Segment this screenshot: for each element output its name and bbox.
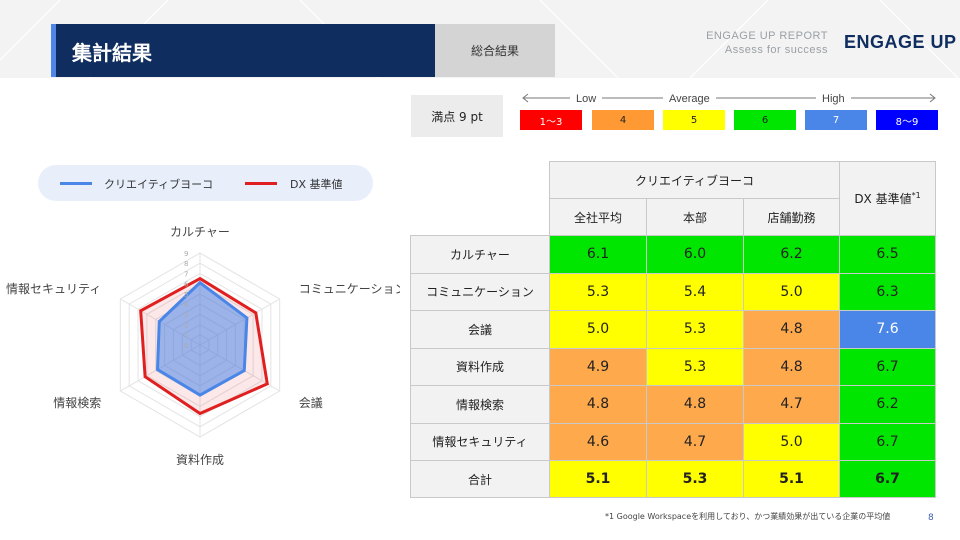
- radar-tick-label: 6: [184, 281, 189, 289]
- benchmark-cell: 6.7: [839, 422, 936, 461]
- benchmark-cell: 6.5: [839, 235, 936, 274]
- radar-tick-label: 3: [184, 311, 188, 319]
- radar-tick-label: 2: [184, 322, 188, 330]
- score-table: クリエイティブヨーコ DX 基準値*1 全社平均 本部 店舗勤務 カルチャー 6.…: [410, 161, 936, 498]
- scale-bin: 6: [734, 110, 796, 130]
- benchmark-cell: 6.2: [839, 385, 936, 424]
- chart-legend: クリエイティブヨーコ DX 基準値: [38, 165, 373, 201]
- radar-tick-label: 7: [184, 270, 188, 278]
- radar-tick-label: 8: [184, 260, 188, 268]
- score-cell: 5.1: [743, 460, 840, 498]
- score-cell: 4.8: [646, 385, 744, 424]
- legend-company-line: [60, 182, 92, 185]
- subtitle-tab: 総合結果: [435, 24, 555, 77]
- benchmark-header: DX 基準値*1: [839, 161, 936, 236]
- scale-average-label: Average: [663, 93, 716, 105]
- radar-axis-label: 資料作成: [176, 453, 224, 465]
- radar-tick-label: 9: [184, 250, 188, 258]
- benchmark-header-label: DX 基準値: [854, 192, 912, 206]
- max-score-box: 満点 9 pt: [411, 95, 503, 137]
- radar-series-company: [155, 280, 249, 397]
- radar-axis-label: 会議: [299, 396, 323, 410]
- scale-low-label: Low: [570, 93, 603, 105]
- legend-company-label: クリエイティブヨーコ: [104, 178, 214, 191]
- benchmark-cell: 7.6: [839, 310, 936, 349]
- row-label: 合計: [410, 460, 550, 498]
- score-cell: 4.9: [549, 347, 647, 386]
- table-row: カルチャー 6.1 6.0 6.2 6.5: [410, 235, 936, 274]
- benchmark-note: *1: [911, 191, 921, 200]
- score-cell: 6.1: [549, 235, 647, 274]
- scale-bin: 4: [592, 110, 654, 130]
- table-row: 会議 5.0 5.3 4.8 7.6: [410, 310, 936, 349]
- scale-bin: 5: [663, 110, 725, 130]
- legend-benchmark-line: [245, 182, 277, 185]
- radar-tick-label: 1: [184, 332, 188, 340]
- report-caption: ENGAGE UP REPORT Assess for success: [706, 29, 828, 57]
- scale-bin: 8〜9: [876, 110, 938, 130]
- radar-axis-label: 情報セキュリティ: [6, 282, 101, 296]
- score-cell: 4.7: [646, 422, 744, 461]
- score-cell: 5.0: [743, 422, 840, 461]
- score-cell: 5.4: [646, 272, 744, 311]
- table-body: カルチャー 6.1 6.0 6.2 6.5 コミュニケーション 5.3 5.4 5.0 6.3 会議…: [410, 235, 936, 498]
- footnote: *1 Google Workspaceを利用しており、かつ業績効果が出ている企業…: [605, 512, 891, 521]
- score-cell: 4.7: [743, 385, 840, 424]
- row-label: 会議: [410, 310, 550, 349]
- score-cell: 5.3: [549, 272, 647, 311]
- radar-tick-label: 0: [184, 342, 188, 350]
- radar-tick-label: 4: [184, 301, 189, 309]
- score-cell: 5.1: [549, 460, 647, 498]
- scale-bin: 1〜3: [520, 110, 582, 130]
- row-label: 情報セキュリティ: [410, 422, 550, 461]
- benchmark-cell: 6.7: [839, 347, 936, 386]
- legend-benchmark-label: DX 基準値: [290, 178, 343, 191]
- score-cell: 4.8: [549, 385, 647, 424]
- score-cell: 5.0: [743, 272, 840, 311]
- table-row: 情報検索 4.8 4.8 4.7 6.2: [410, 385, 936, 424]
- column-header: 店舗勤務: [743, 198, 840, 236]
- benchmark-cell: 6.3: [839, 272, 936, 311]
- score-cell: 6.2: [743, 235, 840, 274]
- row-label: 資料作成: [410, 347, 550, 386]
- score-cell: 4.8: [743, 310, 840, 349]
- score-cell: 4.8: [743, 347, 840, 386]
- score-cell: 5.3: [646, 460, 744, 498]
- radar-axis-label: カルチャー: [170, 225, 230, 239]
- table-total-row: 合計 5.1 5.3 5.1 6.7: [410, 460, 936, 498]
- score-cell: 4.6: [549, 422, 647, 461]
- report-tagline: Assess for success: [724, 44, 828, 56]
- score-cell: 6.0: [646, 235, 744, 274]
- group-header: クリエイティブヨーコ: [549, 161, 840, 199]
- radar-axis-label: コミュニケーション: [299, 282, 400, 296]
- title-bar: 集計結果: [51, 24, 435, 77]
- page-number: 8: [928, 513, 934, 523]
- radar-tick-label: 5: [184, 291, 188, 299]
- score-cell: 5.3: [646, 310, 744, 349]
- benchmark-cell: 6.7: [839, 460, 936, 498]
- row-label: コミュニケーション: [410, 272, 550, 311]
- report-title: ENGAGE UP REPORT: [706, 30, 828, 42]
- table-row: 情報セキュリティ 4.6 4.7 5.0 6.7: [410, 422, 936, 461]
- brand-logo: ENGAGE UP: [844, 32, 957, 52]
- column-header: 全社平均: [549, 198, 647, 236]
- score-cell: 5.0: [549, 310, 647, 349]
- row-label: カルチャー: [410, 235, 550, 274]
- scale-bin: 7: [805, 110, 867, 130]
- scale-high-label: High: [816, 93, 851, 105]
- score-cell: 5.3: [646, 347, 744, 386]
- row-label: 情報検索: [410, 385, 550, 424]
- table-corner: [410, 161, 550, 199]
- table-row: 資料作成 4.9 5.3 4.8 6.7: [410, 347, 936, 386]
- table-row: コミュニケーション 5.3 5.4 5.0 6.3: [410, 272, 936, 311]
- table-corner: [410, 198, 550, 236]
- page-title: 集計結果: [72, 41, 152, 65]
- radar-axis-label: 情報検索: [53, 396, 101, 410]
- column-header: 本部: [646, 198, 744, 236]
